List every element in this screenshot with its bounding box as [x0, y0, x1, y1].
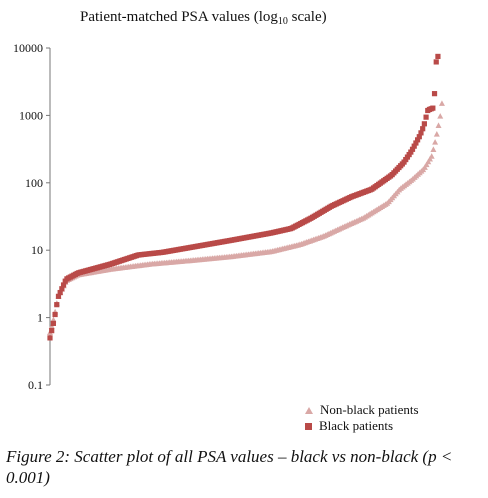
data-point-black	[418, 130, 424, 136]
legend: Non-black patients Black patients	[305, 402, 419, 434]
triangle-marker-icon	[305, 406, 313, 414]
data-point-black	[435, 53, 441, 60]
data-point-black	[409, 146, 416, 152]
data-point-black	[57, 289, 63, 296]
y-tick-label: 10	[31, 243, 43, 257]
data-point-non-black	[438, 100, 445, 106]
data-point-black	[52, 311, 58, 318]
data-point-non-black	[432, 139, 439, 145]
series-black-patients	[47, 53, 441, 341]
y-tick-label: 100	[25, 176, 43, 190]
data-point-black	[411, 143, 417, 149]
data-point-black	[54, 302, 60, 308]
data-point-black	[408, 149, 414, 155]
data-point-non-black	[430, 146, 437, 152]
data-point-non-black	[437, 113, 444, 119]
scatter-chart: 0.1 1 10 100 1000 10000	[13, 41, 445, 392]
y-tick-label: 0.1	[28, 378, 43, 392]
data-point-non-black	[435, 122, 442, 129]
data-point-non-black	[428, 153, 435, 159]
data-point-black	[59, 286, 65, 292]
legend-label-non-black: Non-black patients	[320, 402, 419, 417]
y-tick-label: 10000	[13, 41, 43, 55]
data-point-black	[420, 126, 426, 132]
legend-label-black: Black patients	[319, 418, 394, 433]
data-point-black	[421, 121, 427, 127]
series-non-black-patients	[47, 100, 445, 335]
data-point-black	[430, 105, 436, 111]
data-point-black	[433, 59, 439, 65]
y-tick-label: 1	[37, 311, 43, 325]
legend-item-black: Black patients	[305, 418, 419, 434]
data-point-black	[423, 114, 429, 120]
data-point-non-black	[433, 131, 440, 137]
data-point-black	[60, 282, 67, 288]
legend-item-non-black: Non-black patients	[305, 402, 419, 418]
y-tick-label: 1000	[19, 108, 43, 122]
data-point-black	[50, 320, 56, 326]
square-marker-icon	[305, 422, 312, 430]
data-point-black	[416, 134, 422, 140]
chart-title: Patient-matched PSA values (log10 scale)	[80, 9, 327, 27]
data-point-black	[49, 328, 55, 334]
data-point-black	[431, 91, 438, 97]
data-point-black	[415, 137, 421, 143]
figure-caption: Figure 2: Scatter plot of all PSA values…	[6, 447, 453, 487]
data-point-black	[55, 293, 62, 299]
y-axis: 0.1 1 10 100 1000 10000	[13, 41, 51, 392]
data-point-black	[47, 335, 53, 341]
data-point-black	[413, 140, 419, 146]
